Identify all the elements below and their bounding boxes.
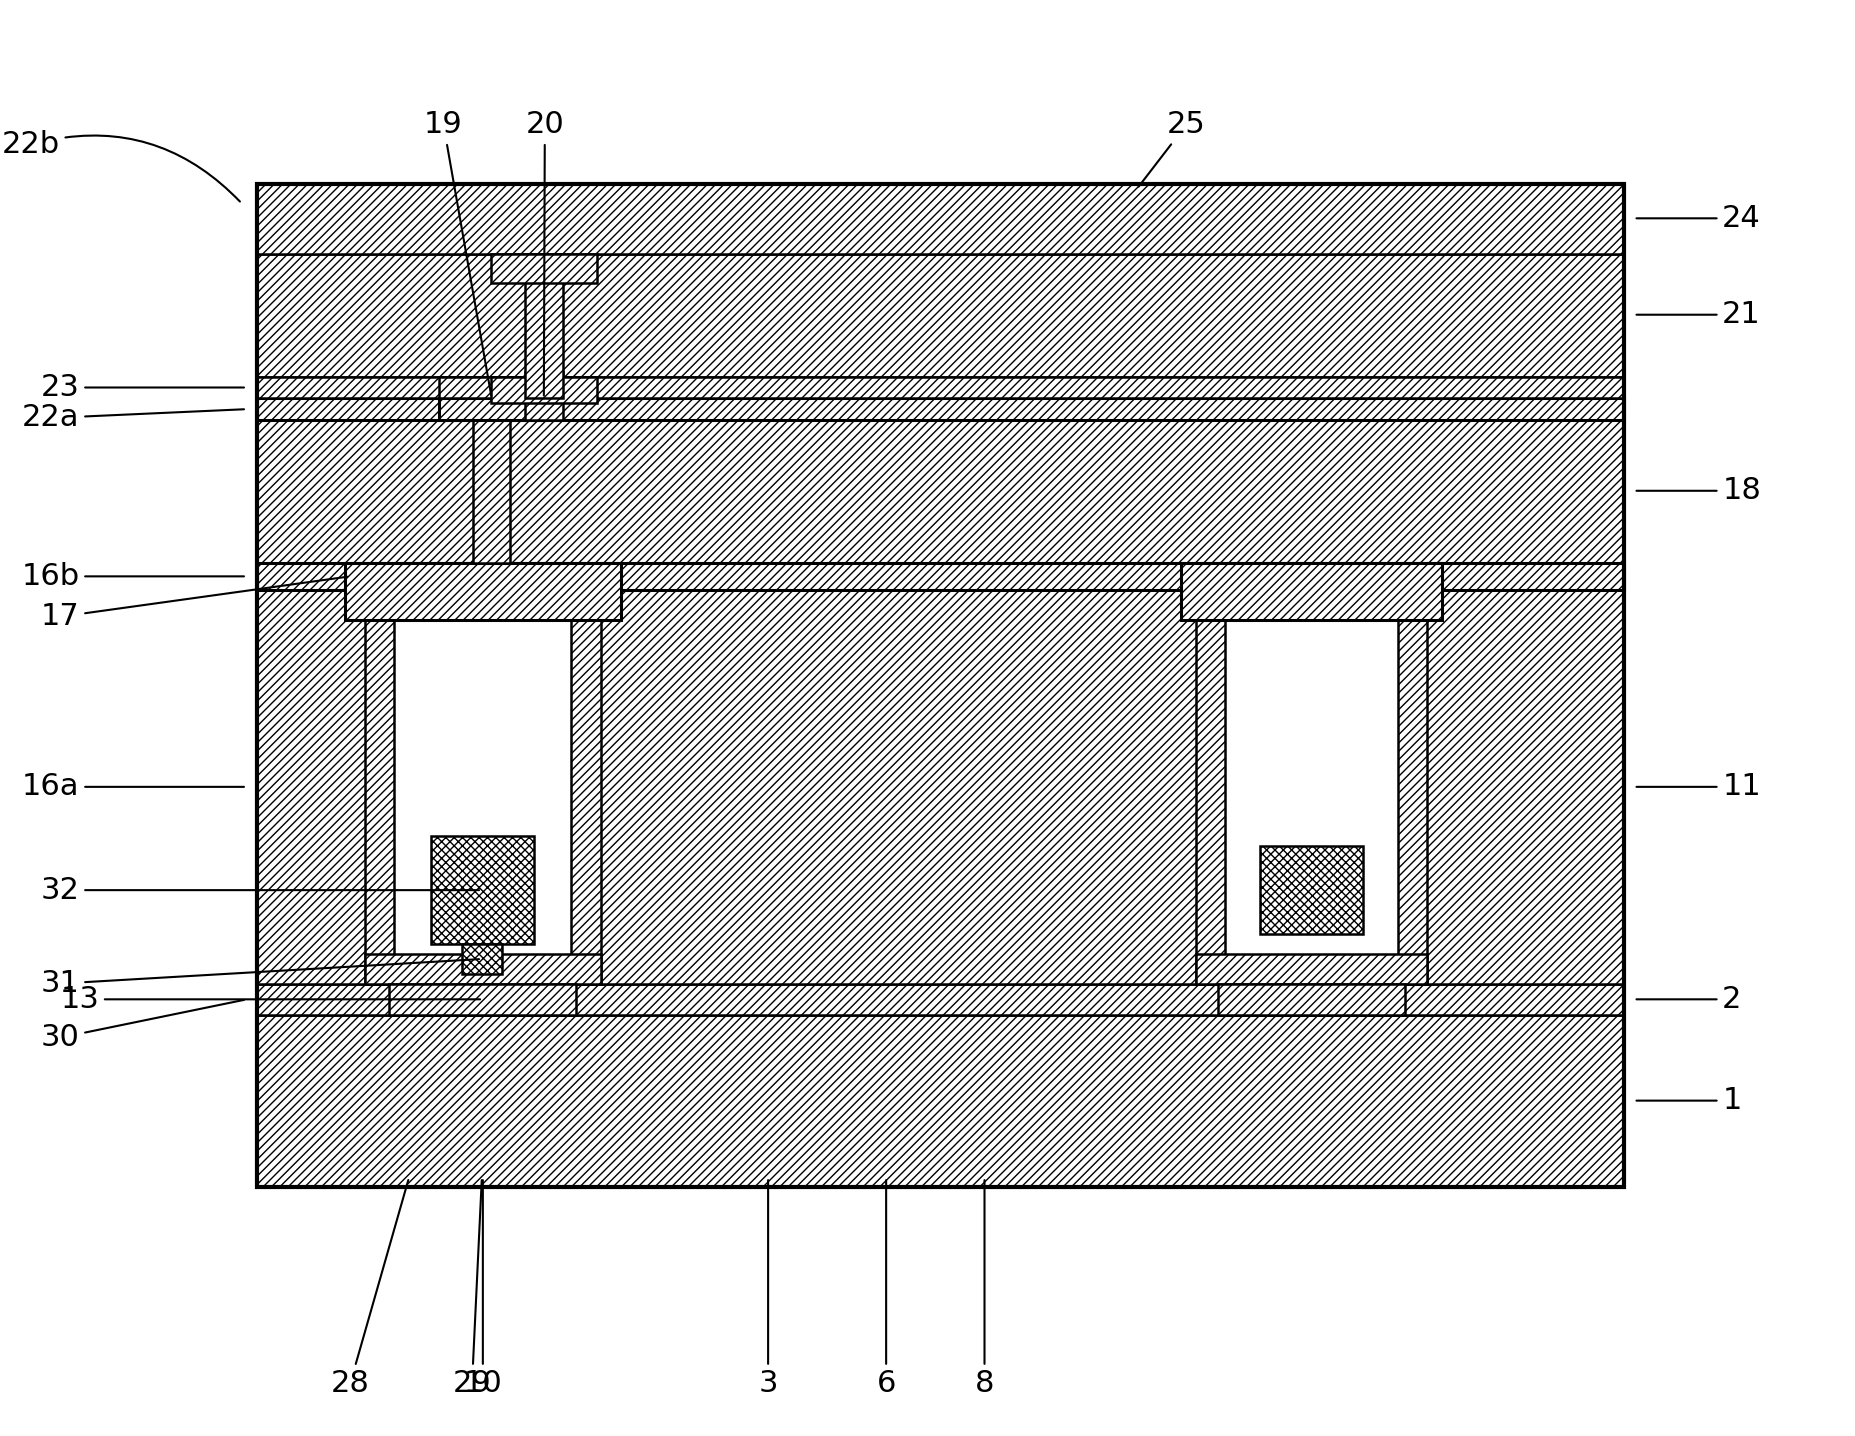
Text: 2: 2: [1636, 985, 1740, 1014]
Text: 22b: 22b: [2, 131, 239, 201]
Bar: [390, 984, 577, 1015]
Bar: [256, 419, 1623, 563]
Bar: [256, 254, 1623, 376]
Bar: [473, 419, 510, 563]
Text: 29: 29: [453, 1180, 492, 1399]
Bar: [256, 590, 1623, 984]
Bar: [462, 945, 501, 974]
Text: 6: 6: [876, 1180, 896, 1399]
Text: 28: 28: [330, 1180, 408, 1399]
Bar: [256, 184, 1623, 1188]
Bar: [365, 590, 601, 984]
Bar: [1195, 590, 1426, 984]
Bar: [1217, 984, 1404, 1015]
Bar: [256, 398, 1623, 419]
Text: 13: 13: [61, 985, 480, 1014]
Text: 20: 20: [525, 111, 564, 395]
Text: 23: 23: [41, 373, 243, 402]
Bar: [365, 590, 393, 984]
Text: 1: 1: [1636, 1086, 1740, 1116]
Text: 30: 30: [41, 999, 243, 1053]
Text: 18: 18: [1636, 477, 1760, 505]
Text: 22a: 22a: [22, 404, 243, 432]
Text: 32: 32: [41, 876, 479, 905]
Bar: [525, 372, 562, 419]
Bar: [1195, 954, 1426, 984]
Bar: [1195, 590, 1224, 984]
Bar: [393, 590, 571, 954]
Bar: [256, 1015, 1623, 1188]
Bar: [525, 254, 562, 398]
Text: 16b: 16b: [22, 561, 243, 590]
Bar: [256, 984, 1623, 1015]
Bar: [1397, 590, 1426, 984]
Text: 17: 17: [41, 577, 347, 632]
Bar: [438, 398, 545, 419]
Text: 11: 11: [1636, 773, 1760, 801]
Text: 21: 21: [1636, 300, 1760, 329]
Bar: [1180, 563, 1441, 620]
Text: 10: 10: [464, 1180, 503, 1399]
Bar: [438, 376, 545, 398]
Bar: [430, 836, 534, 945]
Text: 16a: 16a: [22, 773, 243, 801]
Bar: [490, 254, 597, 283]
Bar: [256, 376, 1623, 398]
Text: 25: 25: [1139, 111, 1206, 187]
Text: 19: 19: [425, 111, 492, 395]
Text: 24: 24: [1636, 204, 1760, 233]
Bar: [365, 954, 601, 984]
Bar: [571, 590, 601, 984]
Bar: [256, 184, 1623, 254]
Text: 8: 8: [974, 1180, 994, 1399]
Bar: [256, 563, 1623, 590]
Text: 3: 3: [759, 1180, 777, 1399]
Bar: [1260, 846, 1362, 935]
Text: 31: 31: [41, 959, 479, 998]
Bar: [345, 563, 620, 620]
Bar: [490, 376, 597, 404]
